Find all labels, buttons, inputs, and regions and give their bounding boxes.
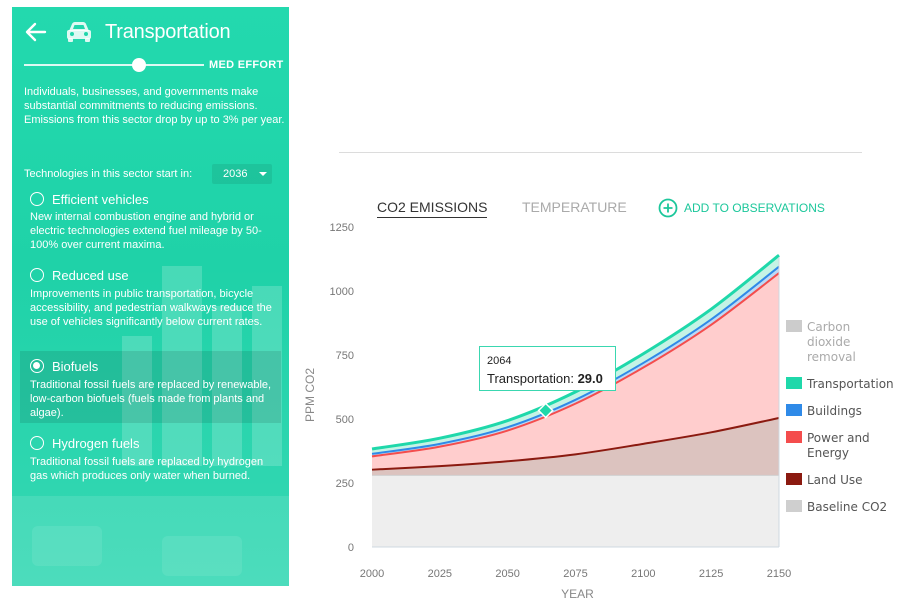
tab-co2-emissions[interactable]: CO2 EMISSIONS [377, 199, 488, 218]
effort-description: Individuals, businesses, and governments… [24, 86, 285, 126]
option-description: New internal combustion engine and hybri… [30, 211, 262, 251]
tooltip-marker [537, 402, 554, 419]
line-buildings [371, 265, 780, 455]
area-baseline-co2 [372, 475, 779, 547]
legend-swatch [786, 500, 802, 512]
legend-swatch [786, 431, 802, 443]
sector-panel: Transportation MED EFFORT Individuals, b… [12, 7, 289, 586]
y-axis-label: PPM CO2 [303, 368, 317, 422]
slider-track[interactable] [24, 64, 204, 66]
x-tick-label: 2050 [495, 568, 519, 580]
start-year-value: 2036 [223, 168, 248, 180]
legend-label: Baseline CO2 [807, 500, 887, 514]
line-power-and-energy [371, 272, 780, 458]
arrow-left-icon[interactable] [24, 21, 48, 43]
plus-circle-icon [658, 198, 678, 218]
y-tick-label: 750 [336, 350, 354, 362]
y-tick-label: 500 [336, 414, 354, 426]
effort-slider[interactable] [24, 58, 204, 72]
x-axis-label: YEAR [561, 587, 594, 601]
section-divider [339, 152, 862, 153]
legend-swatch [786, 404, 802, 416]
radio-hydrogen-fuels[interactable] [30, 436, 44, 450]
x-tick-label: 2100 [631, 568, 655, 580]
option-description: Traditional fossil fuels are replaced by… [30, 379, 272, 419]
option-description: Traditional fossil fuels are replaced by… [30, 456, 264, 482]
radio-selected-dot [33, 362, 40, 369]
effort-level-label: MED EFFORT [209, 59, 284, 71]
option-hydrogen-fuels[interactable]: Hydrogen fuels Traditional fossil fuels … [20, 434, 281, 500]
y-tick-label: 1000 [330, 286, 354, 298]
option-reduced-use[interactable]: Reduced use Improvements in public trans… [20, 266, 281, 346]
option-title: Hydrogen fuels [52, 436, 140, 451]
legend-label: Land Use [807, 473, 863, 487]
area-power-and-energy [372, 273, 779, 470]
start-year-label: Technologies in this sector start in: [24, 168, 193, 180]
radio-efficient-vehicles[interactable] [30, 192, 44, 206]
co2-emissions-chart: 0 250 500 750 1000 1250 2000 2025 2050 2075 2100 21… [303, 222, 894, 601]
tooltip-series-value: 29.0 [577, 371, 603, 386]
option-biofuels[interactable]: Biofuels Traditional fossil fuels are re… [20, 351, 281, 423]
legend-swatch [786, 377, 802, 389]
legend-swatch [786, 473, 802, 485]
x-tick-label: 2150 [767, 568, 791, 580]
radio-reduced-use[interactable] [30, 268, 44, 282]
tab-temperature[interactable]: TEMPERATURE [522, 199, 627, 215]
y-tick-label: 0 [348, 542, 354, 554]
chart-tooltip: 2064 Transportation: 29.0 [479, 346, 616, 391]
chevron-down-icon [259, 172, 267, 176]
option-title: Efficient vehicles [52, 192, 149, 207]
radio-biofuels[interactable] [30, 359, 44, 373]
tooltip-year: 2064 [487, 355, 512, 367]
legend-label: Transportation [806, 377, 894, 391]
legend-label: Buildings [807, 404, 862, 418]
option-efficient-vehicles[interactable]: Efficient vehicles New internal combusti… [20, 189, 281, 253]
option-description: Improvements in public transportation, b… [30, 288, 272, 328]
x-tick-label: 2000 [360, 568, 384, 580]
tooltip-series-label: Transportation: [487, 371, 574, 386]
option-title: Reduced use [52, 268, 129, 283]
legend-label: Carbon dioxide removal [807, 320, 856, 364]
slider-handle[interactable] [131, 58, 146, 72]
add-to-observations-label: ADD TO OBSERVATIONS [684, 201, 825, 215]
city-background-image [12, 266, 289, 586]
tooltip-value-line: Transportation: 29.0 [487, 371, 603, 386]
start-year-select[interactable]: 2036 [212, 164, 272, 184]
area-land-use [372, 417, 779, 476]
y-tick-label: 1250 [330, 222, 354, 234]
legend-swatch [786, 320, 802, 332]
x-tick-label: 2075 [563, 568, 587, 580]
line-transportation [371, 253, 780, 451]
start-year-row: Technologies in this sector start in: 20… [24, 164, 286, 184]
line-land-use [371, 416, 780, 471]
legend-label: Power and Energy [807, 431, 870, 460]
option-title: Biofuels [52, 359, 99, 374]
sector-title: Transportation [105, 21, 231, 43]
car-icon [67, 22, 91, 42]
x-tick-label: 2125 [699, 568, 723, 580]
y-tick-label: 250 [336, 478, 354, 490]
x-tick-label: 2025 [428, 568, 452, 580]
panel-header: Transportation [12, 7, 289, 57]
